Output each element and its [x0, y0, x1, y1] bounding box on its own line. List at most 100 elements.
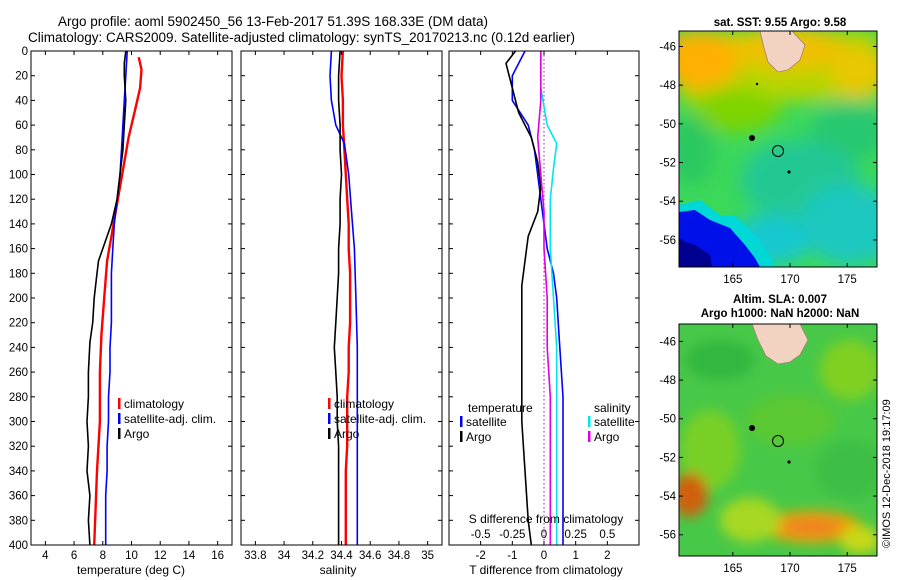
difference-xtick-label: 1 [572, 550, 578, 562]
sla-argo-marker [772, 435, 784, 447]
difference-legend: temperature salinitysatelliteArgosatellit… [460, 401, 635, 444]
difference-series-temperature-satellite [511, 51, 564, 545]
salinity-panel-frame [240, 50, 443, 546]
imos-watermark: ©IMOS 12-Dec-2018 19:17:09 [881, 399, 893, 548]
legend-swatch-satellite-adj-clim [118, 413, 121, 424]
depth-tick-label: 360 [9, 491, 28, 503]
legend-label-s-satellite: satellite [594, 415, 635, 429]
map-lon-label: 175 [838, 274, 857, 286]
map-lat-label: -48 [659, 80, 676, 92]
map-lat-label: -54 [659, 491, 676, 503]
map-lon-label: 165 [723, 563, 742, 575]
difference-xtick-label: 0 [541, 550, 547, 562]
depth-tick-label: 160 [9, 244, 28, 256]
legend-header-temperature: temperature [468, 401, 533, 415]
s-difference-tick-label: -0.5 [471, 529, 491, 541]
depth-tick-label: 300 [9, 417, 28, 429]
temperature-series-satellite-adj-clim [104, 51, 128, 545]
s-difference-tick-label: 0 [541, 529, 547, 541]
sst-argo-marker [772, 145, 784, 157]
map-lat-label: -48 [659, 375, 676, 387]
map-lat-label: -56 [659, 235, 676, 247]
temperature-xtick-label: 6 [71, 550, 77, 562]
depth-tick-label: 0 [22, 46, 28, 58]
salinity-xtick-label: 34 [278, 550, 291, 562]
salinity-xlabel: salinity [320, 563, 357, 577]
sla-map-title2: Argo h1000: NaN h2000: NaN [701, 308, 860, 320]
salinity-series-satellite-adj-clim [329, 51, 359, 545]
salinity-xtick-label: 35 [421, 550, 434, 562]
legend-label-climatology: climatology [124, 397, 184, 411]
temperature-series-argo [86, 51, 127, 545]
legend-swatch-satellite-adj-clim [328, 413, 331, 424]
difference-series-temperature-argo [505, 51, 542, 545]
map-lon-label: 175 [838, 563, 857, 575]
depth-tick-label: 380 [9, 515, 28, 527]
temperature-series-climatology [93, 56, 143, 545]
depth-tick-label: 180 [9, 268, 28, 280]
title-line2: Climatology: CARS2009. Satellite-adjuste… [28, 30, 575, 45]
map-lat-label: -52 [659, 158, 676, 170]
depth-tick-label: 40 [15, 95, 28, 107]
s-difference-tick-label: -0.25 [499, 529, 525, 541]
s-difference-xlabel: S difference from climatology [469, 512, 624, 526]
depth-tick-label: 280 [9, 392, 28, 404]
temperature-panel: 0 20 40 60 80 100 120 140 160 180 200 220 240 260 280 3… [9, 46, 233, 577]
title-line1: Argo profile: aoml 5902450_56 13-Feb-201… [58, 14, 488, 29]
map-lon-label: 165 [723, 274, 742, 286]
legend-swatch-argo [118, 428, 121, 439]
depth-tick-label: 320 [9, 441, 28, 453]
legend-label-satellite-adj-clim: satellite-adj. clim. [124, 412, 216, 426]
salinity-series-climatology [340, 51, 352, 545]
salinity-panel: 33.8 34 34.2 34.4 34.6 34.8 35 salinity climat… [240, 50, 443, 577]
legend-swatch-t-argo [460, 431, 463, 442]
legend-header-salinity: salinity [594, 401, 631, 415]
depth-tick-label: 340 [9, 466, 28, 478]
depth-tick-label: 80 [15, 145, 28, 157]
legend-label-t-satellite: satellite [466, 415, 507, 429]
difference-xtick-label: -1 [507, 550, 517, 562]
temperature-xtick-label: 8 [100, 550, 106, 562]
map-lat-label: -56 [659, 530, 676, 542]
map-lat-label: -50 [659, 414, 676, 426]
depth-tick-label: 200 [9, 293, 28, 305]
depth-tick-label: 100 [9, 170, 28, 182]
temperature-xtick-label: 10 [125, 550, 138, 562]
legend-swatch-s-satellite [588, 416, 591, 427]
depth-tick-label: 120 [9, 194, 28, 206]
map-lat-label: -52 [659, 452, 676, 464]
legend-label-s-argo: Argo [594, 430, 620, 444]
difference-panel-frame [448, 50, 640, 546]
depth-tick-label: 260 [9, 367, 28, 379]
sla-map-title1: Altim. SLA: 0.007 [733, 294, 827, 306]
legend-label-argo: Argo [124, 427, 150, 441]
legend-swatch-climatology [328, 398, 331, 409]
map-lon-label: 170 [780, 274, 799, 286]
difference-series-salinity-satellite [539, 51, 558, 545]
map-lat-label: -54 [659, 196, 676, 208]
temperature-xtick-label: 14 [183, 550, 196, 562]
s-difference-tick-label: 0.5 [599, 529, 615, 541]
sla-map: -46 -48 -50 -52 -54 -56 165 170 175 [659, 323, 878, 575]
depth-tick-label: 20 [15, 71, 28, 83]
depth-tick-label: 60 [15, 120, 28, 132]
difference-panel: -2 -1 0 1 2 -0.5 -0.25 0 0.25 0.5 S difference fr… [448, 50, 640, 577]
salinity-xtick-label: 34.6 [359, 550, 381, 562]
legend-label-argo: Argo [334, 427, 360, 441]
salinity-xtick-label: 34.2 [302, 550, 324, 562]
depth-tick-label: 400 [9, 540, 28, 552]
map-lat-label: -50 [659, 119, 676, 131]
s-difference-tick-label: 0.25 [564, 529, 586, 541]
difference-series-salinity-argo [536, 51, 552, 545]
salinity-xtick-label: 34.8 [388, 550, 410, 562]
legend-label-satellite-adj-clim: satellite-adj. clim. [334, 412, 426, 426]
map-lat-label: -46 [659, 336, 676, 348]
temperature-xtick-label: 12 [154, 550, 167, 562]
map-lon-label: 170 [780, 563, 799, 575]
legend-label-t-argo: Argo [466, 430, 492, 444]
temperature-xtick-label: 4 [42, 550, 49, 562]
difference-xtick-label: -2 [476, 550, 486, 562]
